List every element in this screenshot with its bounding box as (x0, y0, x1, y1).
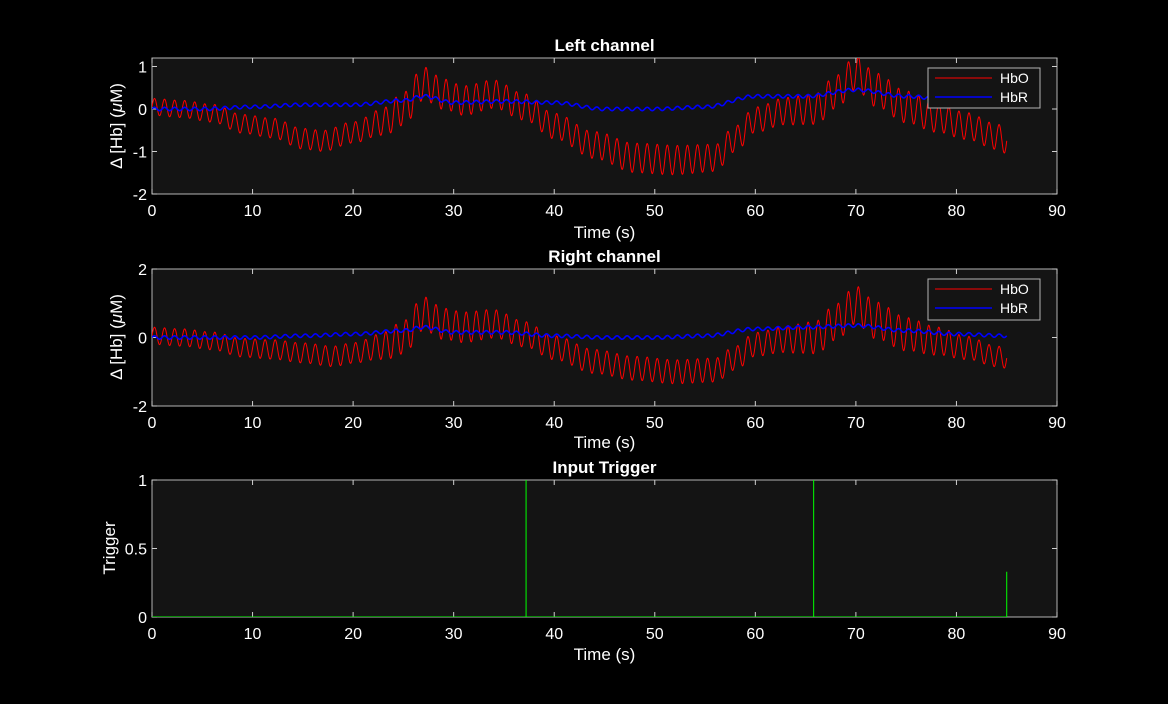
x-tick-label: 50 (646, 415, 664, 432)
y-tick-label: 0.5 (125, 542, 147, 559)
legend-box (927, 278, 1041, 321)
x-tick-label: 70 (847, 415, 865, 432)
right-channel-axes: 0 10 20 30 40 50 60 70 80 90-202 Right channel Ti… (107, 247, 1066, 452)
input-trigger-series (152, 480, 1008, 617)
x-tick-label: 50 (646, 203, 664, 220)
x-tick-label: 40 (545, 415, 563, 432)
series-hbr-line (152, 87, 1008, 112)
right-channel-title: Right channel (548, 247, 660, 266)
x-tick-label: 10 (244, 203, 262, 220)
right-channel-series (152, 286, 1008, 385)
y-tick-label: 0 (138, 102, 147, 119)
x-tick-label: 0 (148, 626, 157, 643)
series-hbr-line (152, 323, 1008, 341)
right-channel-xlabel: Time (s) (574, 433, 636, 452)
x-tick-label: 90 (1048, 415, 1066, 432)
right-channel-ylabel: Δ [Hb] (μM) (107, 294, 126, 380)
series-trigger-line (152, 480, 1008, 617)
legend-box (927, 67, 1041, 109)
x-tick-label: 10 (244, 415, 262, 432)
right-channel-legend: HbO HbR (927, 278, 1041, 321)
x-tick-label: 30 (445, 203, 463, 220)
left-channel-ylabel: Δ [Hb] (μM) (107, 83, 126, 169)
left-channel-legend: HbO HbR (927, 67, 1041, 109)
x-tick-label: 60 (746, 415, 764, 432)
right-channel-ticks: 0 10 20 30 40 50 60 70 80 90-202 (133, 262, 1066, 432)
x-tick-label: 40 (545, 626, 563, 643)
left-channel-title: Left channel (554, 36, 654, 55)
x-tick-label: 60 (746, 203, 764, 220)
x-tick-label: 90 (1048, 626, 1066, 643)
x-tick-label: 70 (847, 203, 865, 220)
y-tick-label: 0 (138, 610, 147, 627)
x-tick-label: 0 (148, 415, 157, 432)
x-tick-label: 80 (948, 415, 966, 432)
legend-hbr-label: HbR (1000, 89, 1028, 105)
x-tick-label: 70 (847, 626, 865, 643)
y-tick-label: 1 (138, 473, 147, 490)
y-tick-label: -1 (133, 145, 147, 162)
x-tick-label: 30 (445, 415, 463, 432)
x-tick-label: 50 (646, 626, 664, 643)
left-channel-axes: 0 10 20 30 40 50 60 70 80 90 -2 -1 0 1 Left channel T… (107, 36, 1066, 242)
input-trigger-xlabel: Time (s) (574, 645, 636, 664)
y-tick-label: 0 (138, 331, 147, 348)
x-tick-label: 20 (344, 203, 362, 220)
input-trigger-title: Input Trigger (553, 458, 657, 477)
input-trigger-ylabel: Trigger (100, 521, 119, 575)
x-tick-label: 20 (344, 415, 362, 432)
y-tick-label: 1 (138, 60, 147, 77)
x-tick-label: 20 (344, 626, 362, 643)
x-tick-label: 30 (445, 626, 463, 643)
x-tick-label: 60 (746, 626, 764, 643)
left-channel-xlabel: Time (s) (574, 223, 636, 242)
x-tick-label: 90 (1048, 203, 1066, 220)
x-tick-label: 0 (148, 203, 157, 220)
x-tick-label: 80 (948, 203, 966, 220)
input-trigger-ticks: 0 10 20 30 40 50 60 70 80 90 0 0.5 1 (125, 473, 1066, 643)
y-tick-label: -2 (133, 187, 147, 204)
left-channel-plot-area (151, 57, 1058, 195)
y-tick-label: 2 (138, 262, 147, 279)
input-trigger-plot-area (151, 479, 1058, 618)
y-tick-label: -2 (133, 399, 147, 416)
series-hbo-line (152, 58, 1008, 176)
legend-hbo-label: HbO (1000, 281, 1029, 297)
left-channel-ticks: 0 10 20 30 40 50 60 70 80 90 -2 -1 0 1 (133, 58, 1066, 220)
left-channel-series (152, 58, 1008, 176)
legend-hbr-label: HbR (1000, 300, 1028, 316)
legend-hbo-label: HbO (1000, 70, 1029, 86)
x-tick-label: 10 (244, 626, 262, 643)
input-trigger-axes: 0 10 20 30 40 50 60 70 80 90 0 0.5 1 Input Trigger T… (100, 458, 1066, 664)
x-tick-label: 80 (948, 626, 966, 643)
x-tick-label: 40 (545, 203, 563, 220)
